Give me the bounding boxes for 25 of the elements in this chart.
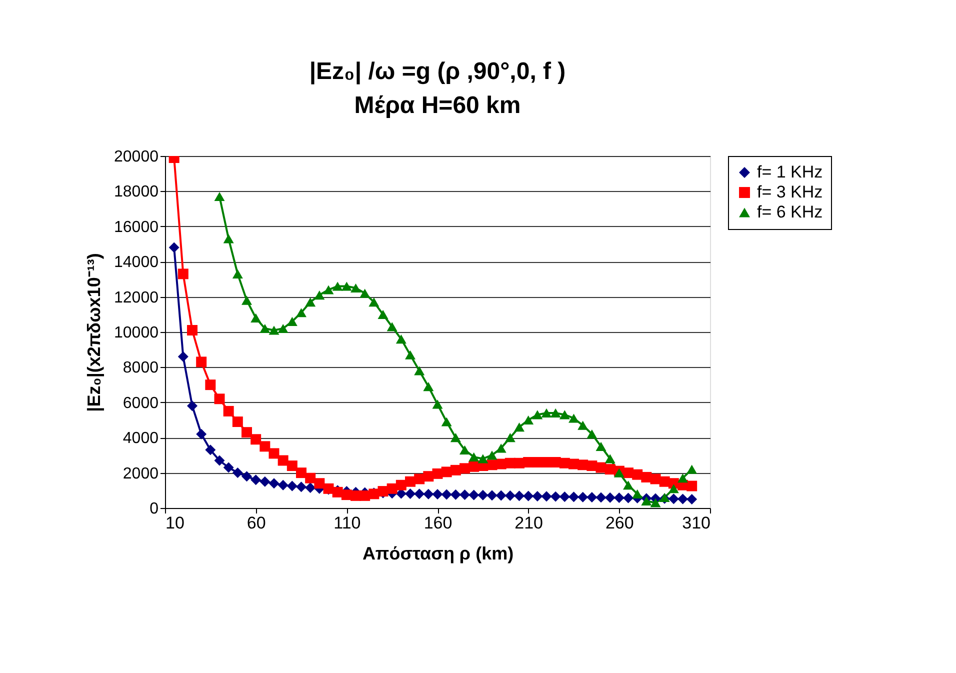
x-tick-label: 60 bbox=[246, 514, 266, 532]
y-axis-title: |Ez₀|(x2πδωx10⁻¹³) bbox=[84, 253, 104, 412]
legend-label: f= 6 KHz bbox=[757, 202, 823, 222]
y-tick-label: 18000 bbox=[114, 184, 159, 201]
y-tick-label: 12000 bbox=[114, 289, 159, 306]
x-axis-title: Απόσταση ρ (km) bbox=[362, 544, 514, 564]
x-tick-label: 210 bbox=[514, 514, 544, 532]
chart-title: |Ez₀| /ω =g (ρ ,90°,0, f ) bbox=[309, 58, 566, 85]
legend-label: f= 3 KHz bbox=[757, 182, 823, 202]
y-tick-label: 4000 bbox=[122, 430, 159, 448]
y-tick-label: 2000 bbox=[122, 465, 159, 482]
y-tick-label: 20000 bbox=[114, 148, 159, 166]
x-tick-label: 160 bbox=[424, 514, 452, 532]
x-tick-label: 260 bbox=[605, 514, 634, 532]
y-tick-label: 0 bbox=[150, 500, 159, 518]
x-tick-label: 110 bbox=[334, 514, 361, 532]
chart-subtitle: Μέρα H=60 km bbox=[354, 92, 521, 119]
y-tick-label: 16000 bbox=[114, 218, 159, 236]
y-tick-label: 10000 bbox=[114, 324, 159, 342]
y-tick-label: 14000 bbox=[114, 254, 159, 272]
y-tick-label: 8000 bbox=[122, 360, 159, 377]
x-tick-label: 310 bbox=[682, 514, 710, 532]
legend-label: f= 1 KHz bbox=[757, 162, 823, 182]
x-tick-label: 10 bbox=[166, 514, 184, 532]
y-tick-label: 6000 bbox=[122, 394, 159, 412]
